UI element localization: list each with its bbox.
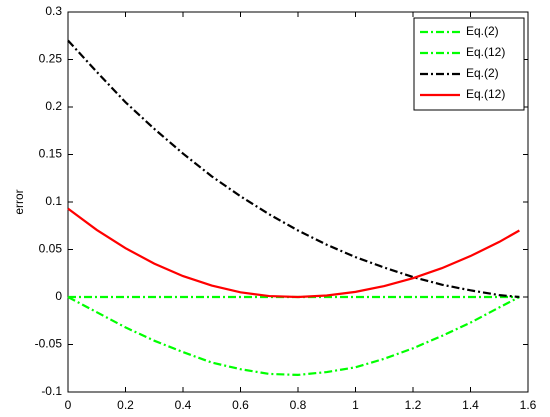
y-tick-label: 0.25 <box>39 52 63 66</box>
x-tick-label: 1 <box>352 398 359 412</box>
x-tick-label: 1.2 <box>405 398 422 412</box>
x-tick-label: 0.8 <box>290 398 307 412</box>
y-tick-label: 0 <box>55 289 62 303</box>
x-tick-label: 0.6 <box>232 398 249 412</box>
plot-frame <box>67 11 529 393</box>
y-tick-label: -0.1 <box>41 384 62 398</box>
x-tick-label: 0 <box>65 398 72 412</box>
y-tick-label: 0.05 <box>39 242 63 256</box>
y-axis-label: error <box>12 189 26 214</box>
x-tick-label: 0.2 <box>117 398 134 412</box>
y-tick-label: -0.05 <box>35 337 63 351</box>
x-tick-label: 0.4 <box>175 398 192 412</box>
legend-label: Eq.(2) <box>466 66 499 80</box>
series-line <box>67 296 520 377</box>
y-tick-label: 0.3 <box>45 4 62 18</box>
series-line <box>67 39 520 299</box>
y-tick-label: 0.1 <box>45 194 62 208</box>
legend-box <box>413 17 525 111</box>
legend-label: Eq.(12) <box>466 87 505 101</box>
series-line <box>67 207 520 299</box>
x-tick-label: 1.4 <box>462 398 479 412</box>
legend-label: Eq.(12) <box>466 45 505 59</box>
y-tick-label: 0.15 <box>39 147 63 161</box>
y-tick-label: 0.2 <box>45 99 62 113</box>
legend-label: Eq.(2) <box>466 24 499 38</box>
x-tick-label: 1.6 <box>520 398 537 412</box>
